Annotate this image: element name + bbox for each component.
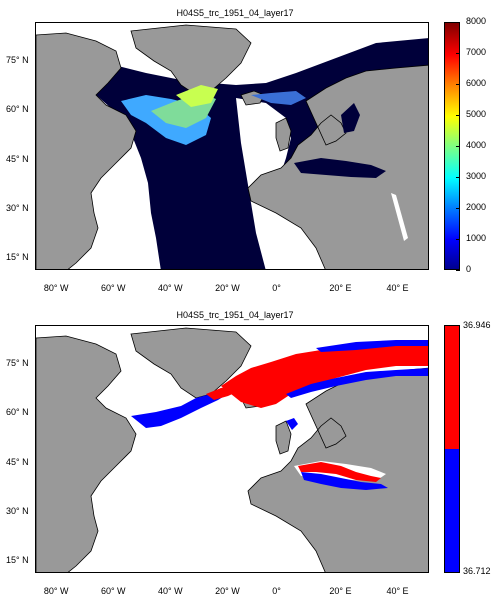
panel1-colorbar-tick-label: 1000 [466, 233, 487, 243]
panel1-xtick: 40° W [158, 283, 183, 293]
panel1-red-sea [391, 193, 408, 241]
panel1-baltic [341, 103, 360, 133]
panel2-xtick: 60° W [100, 586, 126, 596]
panel1-xtick: 20° W [215, 283, 240, 293]
panel1-ytick: 15° N [6, 252, 29, 262]
panel2-colorbar-low-label: 36.712 [463, 566, 491, 576]
panel1-colorbar-tick-mark [456, 270, 460, 271]
panel1-colorbar-tick-label: 3000 [466, 171, 487, 181]
panel2-xtick: 20° W [215, 586, 240, 596]
panel2-arctic-blue-north [316, 340, 428, 352]
panel2-ytick: 60° N [6, 407, 29, 417]
panel1-map [35, 22, 429, 270]
panel1-colorbar-tick-label: 0 [466, 264, 472, 274]
panel1-ytick: 30° N [6, 203, 29, 213]
panel2-xtick: 80° W [43, 586, 69, 596]
panel1-map-svg [36, 23, 428, 269]
panel2-arctic-red [221, 344, 428, 408]
panel2-arctic-blue-south [286, 368, 428, 398]
panel2-britain-blue [286, 418, 298, 430]
panel2-xtick: 20° E [329, 586, 352, 596]
panel2-colorbar-high-label: 36.946 [463, 320, 491, 330]
panel1-colorbar-tick-mark [456, 115, 460, 116]
panel2-xtick: 40° E [386, 586, 409, 596]
panel1-title: H04S5_trc_1951_04_layer17 [176, 8, 294, 18]
panel1-colorbar-tick-mark [456, 208, 460, 209]
panel2-med-red [298, 462, 381, 482]
panel1-colorbar-tick-label: 4000 [466, 140, 487, 150]
panel1-xtick: 0° [272, 283, 281, 293]
panel2-title: H04S5_trc_1951_04_layer17 [176, 310, 294, 320]
panel1-plume-blue [251, 91, 306, 105]
panel2-xtick: 0° [272, 586, 281, 596]
panel1-colorbar-tick-label: 8000 [466, 16, 487, 26]
panel2-xtick: 40° W [158, 586, 183, 596]
panel1-north-america [36, 32, 137, 269]
panel1-ytick: 60° N [6, 104, 29, 114]
panel1-plume-yellow [176, 85, 218, 107]
panel2-labrador-blue [131, 388, 231, 428]
panel2-map [35, 325, 429, 573]
panel2-ytick: 30° N [6, 506, 29, 516]
panel2-ytick: 75° N [6, 358, 29, 368]
panel2-map-svg [36, 327, 428, 572]
panel1-xtick: 20° E [329, 283, 352, 293]
panel1-colorbar-tick-mark [456, 177, 460, 178]
panel1-colorbar-tick-mark [456, 53, 460, 54]
panel2-ytick: 15° N [6, 555, 29, 565]
panel2-labrador-red [206, 384, 241, 400]
panel1-colorbar-tick-label: 5000 [466, 109, 487, 119]
panel2-colorbar [444, 325, 460, 573]
panel1-ytick: 75° N [6, 55, 29, 65]
panel1-xtick: 40° E [386, 283, 409, 293]
panel1-xtick: 60° W [100, 283, 126, 293]
panel1-xtick: 80° W [43, 283, 69, 293]
panel1-mediterranean [294, 158, 386, 178]
panel2-ytick: 45° N [6, 457, 29, 467]
panel1-britain [275, 117, 292, 152]
panel1-colorbar-tick-label: 7000 [466, 47, 487, 57]
panel1-colorbar-tick-mark [456, 146, 460, 147]
panel2-north-america [36, 335, 137, 572]
panel2-med-blue [301, 472, 388, 490]
panel1-colorbar-tick-mark [456, 239, 460, 240]
panel1-ytick: 45° N [6, 154, 29, 164]
panel1-colorbar-tick-label: 6000 [466, 78, 487, 88]
panel1-colorbar-tick-mark [456, 22, 460, 23]
panel1-colorbar-tick-label: 2000 [466, 202, 487, 212]
panel1-colorbar-tick-mark [456, 84, 460, 85]
panel2-britain [275, 420, 292, 455]
